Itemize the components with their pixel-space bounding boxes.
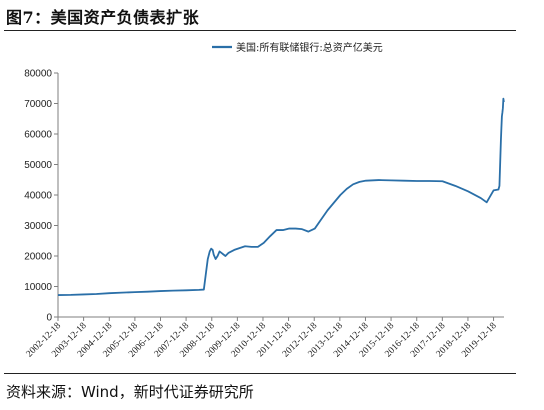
y-tick-label: 40000 <box>24 191 52 202</box>
y-tick-label: 30000 <box>24 221 52 232</box>
y-tick-label: 20000 <box>24 252 52 263</box>
y-tick-label: 70000 <box>24 99 52 110</box>
y-axis: 0 10000 20000 30000 40000 50000 60000 70000 8000… <box>24 69 59 324</box>
y-tick-label: 10000 <box>24 282 52 293</box>
top-rule <box>4 30 516 31</box>
figure-title: 图7：美国资产负债表扩张 <box>6 8 200 27</box>
bottom-rule <box>4 373 516 374</box>
plot-area <box>57 97 505 296</box>
series-line <box>57 97 505 296</box>
legend: 美国:所有联储银行:总资产亿美元 <box>212 41 383 54</box>
y-tick-label: 60000 <box>24 130 52 141</box>
y-tick-label: 80000 <box>24 69 52 80</box>
y-tick-label: 0 <box>46 313 52 324</box>
y-tick-label: 50000 <box>24 160 52 171</box>
source-note: 资料来源：Wind，新时代证券研究所 <box>6 383 254 401</box>
legend-label: 美国:所有联储银行:总资产亿美元 <box>236 41 383 54</box>
x-axis: 2002-12-182003-12-182004-12-182005-12-18… <box>25 316 504 359</box>
